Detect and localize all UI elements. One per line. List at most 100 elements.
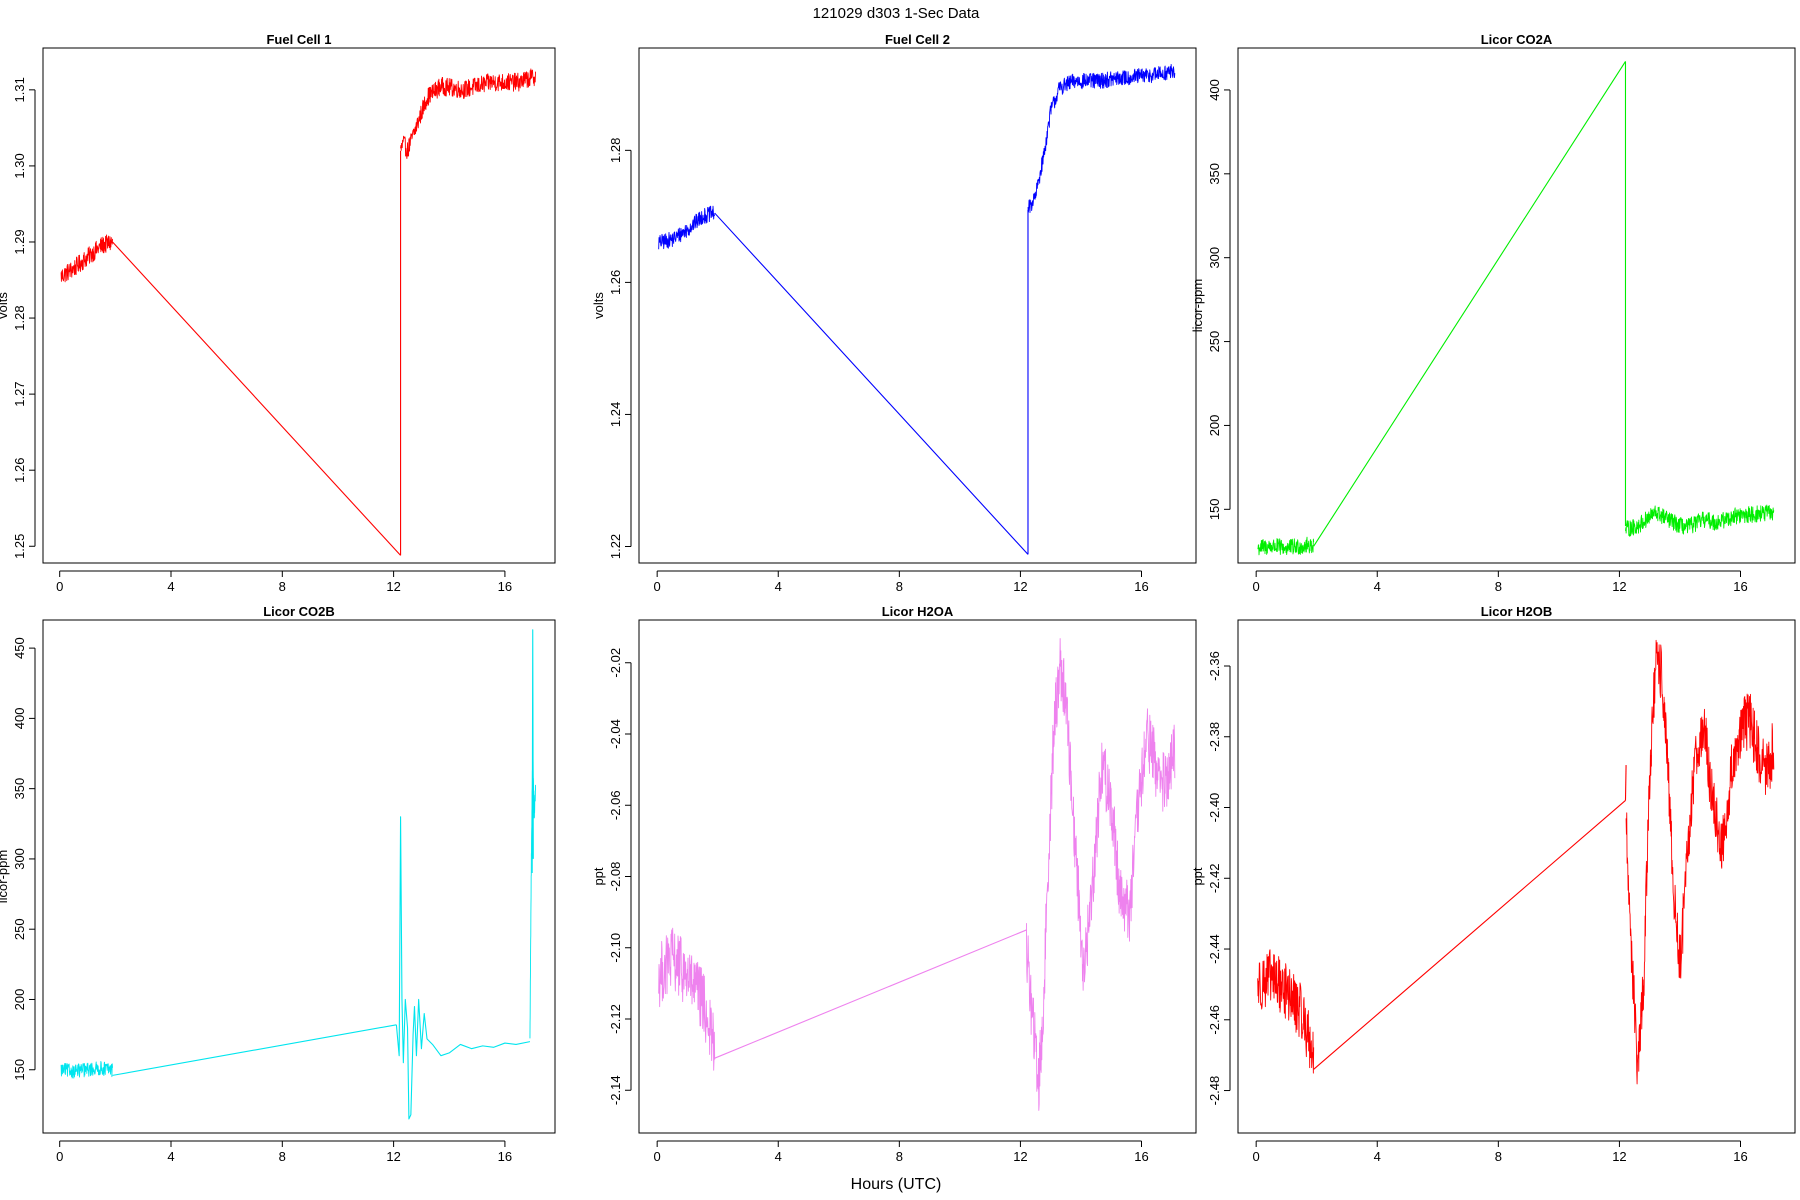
x-tick-label: 12 [386,1149,400,1164]
y-tick-label: 450 [12,637,27,659]
series-line-segment-4 [400,68,536,160]
y-tick-label: -2.42 [1207,863,1222,893]
series-line-segment-1 [1257,949,1315,1074]
y-axis-label: ppt [1190,867,1205,885]
series-line-segment-3 [1624,765,1627,801]
x-tick-label: 0 [654,579,661,594]
y-tick-label: -2.06 [608,790,623,820]
y-tick-label: 1.28 [12,305,27,330]
figure-x-axis-label: Hours (UTC) [851,1176,942,1193]
series-group [658,63,1176,555]
y-tick-label: 1.31 [12,77,27,102]
x-tick-label: 4 [775,579,782,594]
x-tick-label: 0 [654,1149,661,1164]
y-axis-label: volts [591,292,606,319]
x-tick-label: 4 [1374,1149,1381,1164]
series-line-segment-1 [658,927,716,1071]
chart-title: Fuel Cell 1 [266,32,331,47]
x-tick-label: 8 [279,1149,286,1164]
series-group [658,638,1176,1111]
y-tick-label: -2.44 [1207,934,1222,964]
series-line-segment-2 [112,241,401,556]
y-tick-label: 300 [12,848,27,870]
series-line-segment-3 [395,816,531,1120]
y-tick-label: 1.24 [608,402,623,427]
x-tick-label: 12 [386,579,400,594]
y-tick-label: 300 [1207,247,1222,269]
y-tick-label: -2.38 [1207,722,1222,752]
y-tick-label: -2.04 [608,719,623,749]
y-tick-label: 150 [12,1059,27,1081]
series-group [1257,61,1775,556]
y-tick-label: 1.29 [12,229,27,254]
plot-frame [638,47,1197,564]
x-tick-label: 0 [1253,579,1260,594]
plot-frame [638,619,1197,1134]
chart-title: Licor CO2B [263,604,335,619]
y-tick-label: 400 [12,708,27,730]
y-tick-label: 250 [12,918,27,940]
series-line-segment-1 [1257,536,1315,556]
y-tick-label: 1.26 [12,458,27,483]
chart-panel-1: Fuel Cell 1 volts 0 4 8 12 16 1.25 1.26 1.27 1.28 1… [0,32,556,594]
y-tick-label: 350 [1207,163,1222,185]
series-line-segment-2 [1313,800,1626,1070]
x-tick-label: 0 [56,1149,63,1164]
chart-panel-2: Fuel Cell 2 volts 0 4 8 12 16 1.22 1.24 1.26 1.28 [591,32,1197,594]
y-tick-label: -2.08 [608,862,623,892]
chart-panels: Fuel Cell 1 volts 0 4 8 12 16 1.25 1.26 1.27 1.28 1… [0,32,1796,1164]
y-tick-label: 1.26 [608,270,623,295]
series-line-segment-5 [531,629,534,873]
x-tick-label: 4 [167,1149,174,1164]
plot-frame [1237,47,1796,564]
y-axis-label: ppt [591,867,606,885]
y-tick-label: 1.30 [12,153,27,178]
y-tick-label: -2.46 [1207,1005,1222,1035]
series-line-segment-2 [112,1024,397,1076]
y-axis-label: licor-ppm [0,850,10,903]
y-tick-label: 400 [1207,79,1222,101]
x-tick-label: 8 [279,579,286,594]
series-line-segment-2 [714,212,1029,555]
x-tick-label: 0 [1253,1149,1260,1164]
series-line-segment-4 [1625,504,1775,537]
x-tick-label: 16 [1134,1149,1148,1164]
x-tick-label: 12 [1612,1149,1626,1164]
plot-frame [42,47,556,564]
series-line-segment-2 [1313,61,1626,547]
y-axis-label: licor-ppm [1190,279,1205,332]
series-group [60,629,536,1120]
y-tick-label: 150 [1207,498,1222,520]
plot-frame [1237,619,1796,1134]
y-tick-label: -2.36 [1207,651,1222,681]
chart-title: Licor H2OB [1481,604,1553,619]
y-tick-label: 350 [12,778,27,800]
y-tick-label: 1.28 [608,138,623,163]
y-tick-label: 1.22 [608,534,623,559]
y-tick-label: -2.12 [608,1004,623,1034]
x-tick-label: 4 [167,579,174,594]
chart-panel-4: Licor CO2B licor-ppm 0 4 8 12 16 150 200 250 300 35… [0,604,556,1164]
x-tick-label: 16 [1733,579,1747,594]
series-line-segment-1 [60,1061,114,1079]
y-tick-label: -2.40 [1207,793,1222,823]
y-tick-label: 250 [1207,331,1222,353]
series-line-segment-2 [714,929,1027,1059]
y-tick-label: -2.10 [608,933,623,963]
x-tick-label: 16 [1134,579,1148,594]
chart-panel-5: Licor H2OA ppt 0 4 8 12 16 -2.14 -2.12 -2.10 -2.08… [591,604,1197,1164]
x-tick-label: 12 [1612,579,1626,594]
y-axis-label: volts [0,292,10,319]
chart-panel-6: Licor H2OB ppt 0 4 8 12 16 -2.48 -2.46 -2.44 -2.42… [1190,604,1796,1164]
series-group [1257,639,1775,1085]
x-tick-label: 8 [1495,579,1502,594]
y-tick-label: 1.27 [12,381,27,406]
y-tick-label: -2.02 [608,648,623,678]
y-tick-label: -2.14 [608,1075,623,1105]
chart-panel-3: Licor CO2A licor-ppm 0 4 8 12 16 150 200 250 300 35… [1190,32,1796,594]
series-line-segment-4 [1625,639,1775,1085]
x-tick-label: 4 [1374,579,1381,594]
plot-frame [42,619,556,1134]
chart-title: Fuel Cell 2 [885,32,950,47]
